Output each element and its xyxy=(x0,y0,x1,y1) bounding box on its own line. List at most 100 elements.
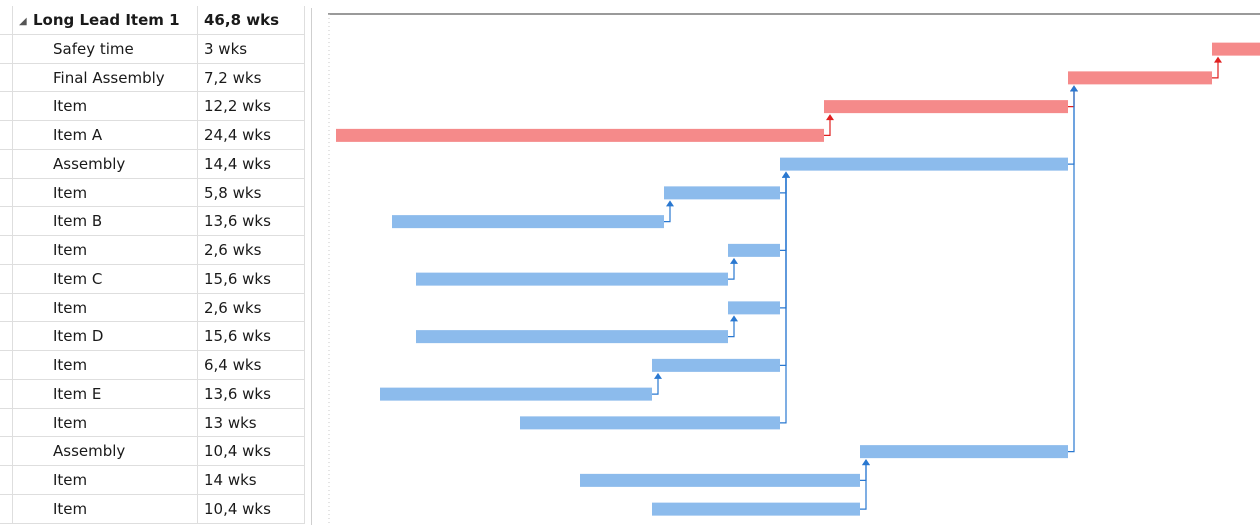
task-row[interactable]: Item A 24,4 wks xyxy=(0,121,305,150)
task-name-cell[interactable]: Assembly xyxy=(12,437,198,465)
task-row[interactable]: Item 13 wks xyxy=(0,408,305,438)
dependency-arrow-icon xyxy=(730,315,738,322)
dependency-link-line xyxy=(1068,90,1075,165)
dependency-arrow-icon xyxy=(826,114,834,121)
task-name-cell[interactable]: Item xyxy=(12,236,198,264)
dependency-link-line xyxy=(1212,61,1219,79)
task-table: ◢ Long Lead Item 1 46,8 wks Safey time 3 w… xyxy=(0,6,305,524)
task-duration-cell[interactable]: 7,2 wks xyxy=(198,63,305,92)
task-row[interactable]: Item 6,4 wks xyxy=(0,351,305,380)
task-duration-cell[interactable]: 14,4 wks xyxy=(198,149,305,178)
task-duration-cell[interactable]: 3 wks xyxy=(198,34,305,63)
task-bar[interactable] xyxy=(392,215,664,229)
task-name-cell[interactable]: Safey time xyxy=(12,34,198,63)
task-name-cell[interactable]: Item xyxy=(12,494,198,523)
gantt-chart-area xyxy=(312,0,1260,525)
dependency-link-line xyxy=(824,119,831,136)
task-row[interactable]: Assembly 10,4 wks xyxy=(0,437,305,466)
dependency-link-line xyxy=(652,377,659,395)
dependency-link-line xyxy=(728,320,735,338)
dependency-link-line xyxy=(780,176,787,366)
dependency-link-line xyxy=(1068,90,1075,453)
task-name-cell[interactable]: Item C xyxy=(12,264,198,293)
task-name-cell[interactable]: Item xyxy=(12,408,198,437)
task-bar[interactable] xyxy=(652,502,860,516)
task-bar[interactable] xyxy=(1068,71,1212,85)
dependency-arrow-icon xyxy=(862,459,870,466)
task-duration-cell[interactable]: 13,6 wks xyxy=(198,207,305,235)
dependency-link-line xyxy=(780,176,787,194)
task-name-cell[interactable]: Item A xyxy=(12,121,198,149)
collapse-triangle-icon[interactable]: ◢ xyxy=(19,16,27,27)
task-row[interactable]: Safey time 3 wks xyxy=(0,34,305,64)
dependency-link-line xyxy=(1068,90,1075,108)
task-duration-cell[interactable]: 2,6 wks xyxy=(198,236,305,264)
task-duration-cell[interactable]: 10,4 wks xyxy=(198,437,305,465)
task-bar[interactable] xyxy=(664,186,780,200)
task-row[interactable]: Final Assembly 7,2 wks xyxy=(0,63,305,93)
summary-row[interactable]: ◢ Long Lead Item 1 46,8 wks xyxy=(0,6,305,35)
task-row[interactable]: Assembly 14,4 wks xyxy=(0,149,305,179)
dependency-link-line xyxy=(860,464,867,481)
task-duration-cell[interactable]: 24,4 wks xyxy=(198,121,305,149)
task-row[interactable]: Item 14 wks xyxy=(0,466,305,495)
task-duration-cell[interactable]: 2,6 wks xyxy=(198,293,305,322)
pane-splitter[interactable] xyxy=(311,8,312,525)
task-duration-cell[interactable]: 13 wks xyxy=(198,408,305,437)
task-duration-cell[interactable]: 10,4 wks xyxy=(198,494,305,523)
dependency-arrow-icon xyxy=(1214,56,1222,63)
task-bar[interactable] xyxy=(336,128,824,142)
task-bar[interactable] xyxy=(652,358,780,372)
task-bar[interactable] xyxy=(380,387,652,401)
summary-duration-cell[interactable]: 46,8 wks xyxy=(198,6,305,34)
task-duration-cell[interactable]: 13,6 wks xyxy=(198,379,305,408)
task-name-cell[interactable]: Item D xyxy=(12,322,198,350)
dependency-arrow-icon xyxy=(1070,85,1078,92)
dependency-link-line xyxy=(664,205,671,223)
task-bar[interactable] xyxy=(824,100,1068,114)
task-name-cell[interactable]: Item B xyxy=(12,207,198,235)
task-name-cell[interactable]: Assembly xyxy=(12,149,198,178)
dependency-link-line xyxy=(860,464,867,510)
task-row[interactable]: Item 12,2 wks xyxy=(0,92,305,121)
task-bar[interactable] xyxy=(520,416,780,430)
task-bar[interactable] xyxy=(416,330,728,344)
task-bar[interactable] xyxy=(860,445,1068,459)
task-row[interactable]: Item E 13,6 wks xyxy=(0,379,305,409)
dependency-arrow-icon xyxy=(654,372,662,379)
task-name-cell[interactable]: Item xyxy=(12,178,198,207)
task-bar[interactable] xyxy=(728,243,780,257)
dependency-link-line xyxy=(780,176,787,251)
gantt-chart xyxy=(328,13,1260,525)
task-row[interactable]: Item 5,8 wks xyxy=(0,178,305,208)
task-row[interactable]: Item D 15,6 wks xyxy=(0,322,305,351)
task-duration-cell[interactable]: 6,4 wks xyxy=(198,351,305,379)
task-name-cell[interactable]: Item xyxy=(12,351,198,379)
task-name-cell[interactable]: Item E xyxy=(12,379,198,408)
task-bars xyxy=(336,42,1260,516)
task-bar[interactable] xyxy=(1212,42,1260,56)
task-row[interactable]: Item 2,6 wks xyxy=(0,293,305,323)
task-duration-cell[interactable]: 15,6 wks xyxy=(198,322,305,350)
task-row[interactable]: Item 2,6 wks xyxy=(0,236,305,265)
task-bar[interactable] xyxy=(728,301,780,315)
task-name-cell[interactable]: Final Assembly xyxy=(12,63,198,92)
dependency-arrow-icon xyxy=(782,171,790,178)
task-bar[interactable] xyxy=(780,157,1068,171)
task-bar[interactable] xyxy=(580,473,860,487)
task-name-cell[interactable]: Item xyxy=(12,293,198,322)
task-row[interactable]: Item B 13,6 wks xyxy=(0,207,305,236)
task-duration-cell[interactable]: 15,6 wks xyxy=(198,264,305,293)
task-name-cell[interactable]: Item xyxy=(12,92,198,120)
dependency-arrow-icon xyxy=(730,257,738,264)
task-row[interactable]: Item 10,4 wks xyxy=(0,494,305,524)
dependency-link-line xyxy=(780,176,787,424)
summary-name: Long Lead Item 1 xyxy=(33,11,180,29)
task-bar[interactable] xyxy=(416,272,728,286)
task-duration-cell[interactable]: 12,2 wks xyxy=(198,92,305,120)
task-duration-cell[interactable]: 14 wks xyxy=(198,466,305,494)
summary-name-cell[interactable]: ◢ Long Lead Item 1 xyxy=(12,6,198,34)
task-duration-cell[interactable]: 5,8 wks xyxy=(198,178,305,207)
task-name-cell[interactable]: Item xyxy=(12,466,198,494)
task-row[interactable]: Item C 15,6 wks xyxy=(0,264,305,294)
